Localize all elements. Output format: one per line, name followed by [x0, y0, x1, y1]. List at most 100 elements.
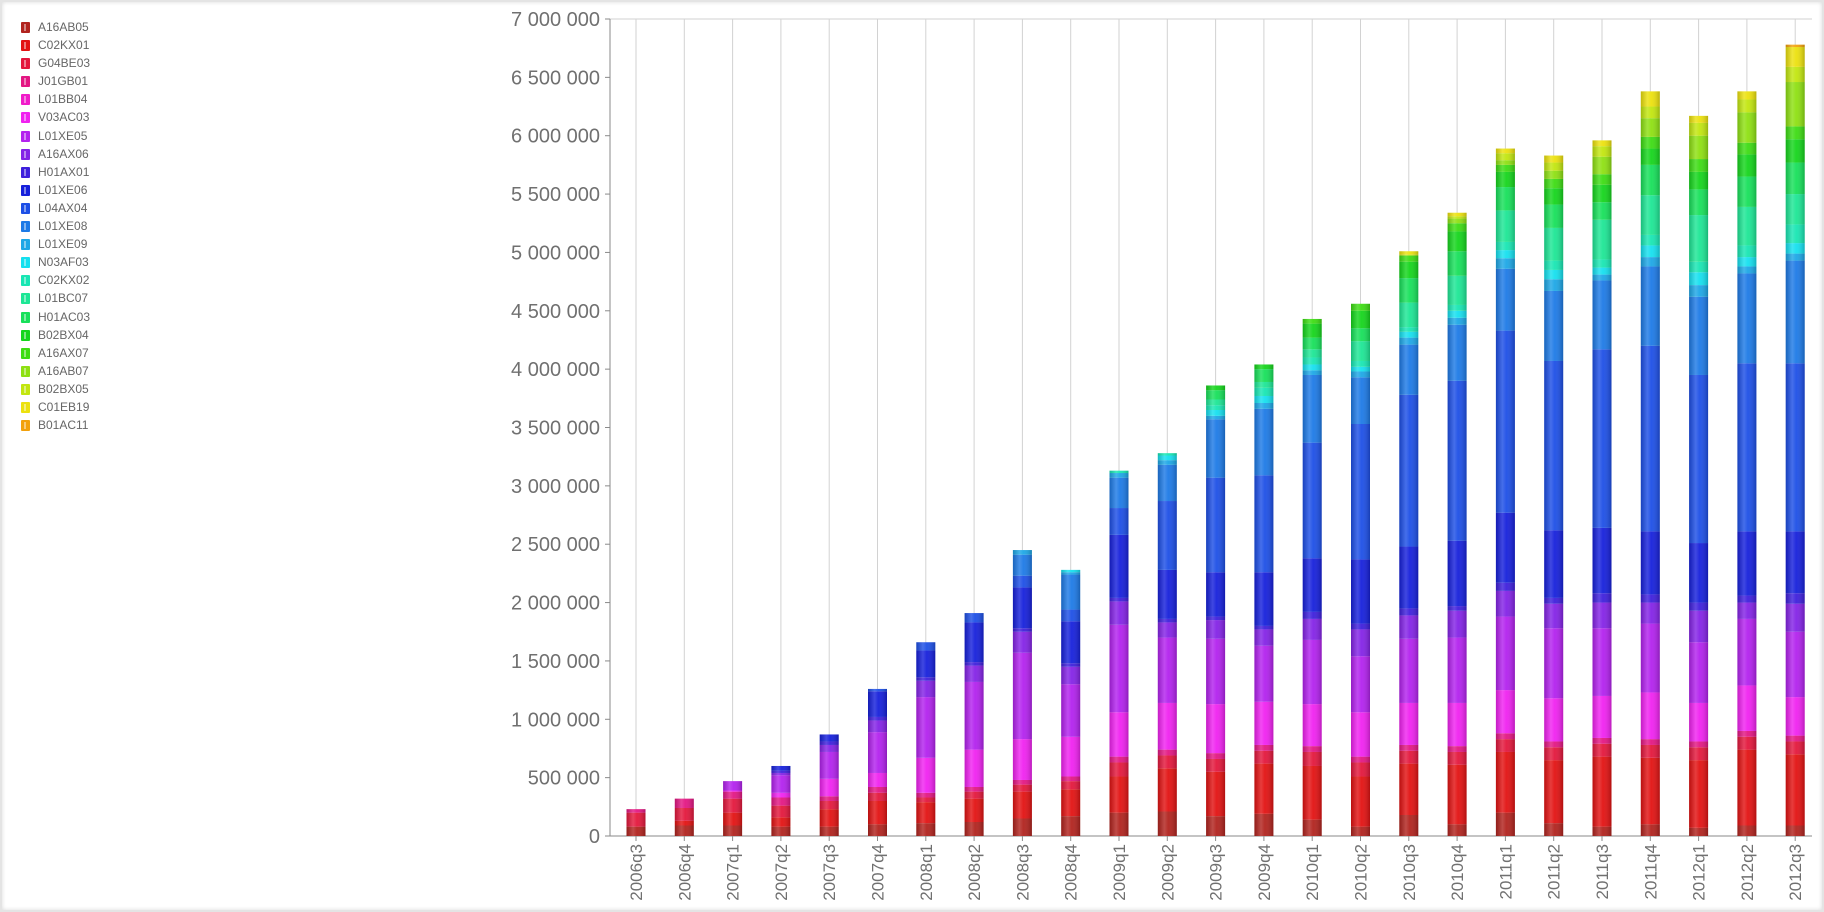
bar-shading — [1254, 364, 1274, 836]
x-tick-label: 2011q4 — [1641, 844, 1660, 899]
bar-stack-2012q2 — [1737, 91, 1757, 836]
bar-stack-2011q1 — [1495, 148, 1515, 836]
x-tick-label: 2007q3 — [820, 844, 839, 901]
legend-swatch — [21, 239, 30, 251]
x-tick-label: 2009q3 — [1207, 844, 1226, 901]
x-tick-label: 2008q1 — [917, 844, 936, 901]
legend-swatch — [21, 257, 30, 269]
x-tick-label: 2006q4 — [675, 844, 694, 901]
bar-stack-2010q4 — [1447, 212, 1467, 836]
legend-label: C02KX02 — [38, 273, 90, 288]
legend-label: H01AC03 — [38, 309, 91, 324]
bar-shading — [1351, 303, 1370, 837]
legend-swatch — [21, 293, 30, 305]
legend-swatch — [21, 112, 30, 124]
legend-swatch — [21, 311, 30, 323]
legend-label: L01XE09 — [38, 237, 88, 252]
y-tick-label: 5 500 000 — [511, 184, 600, 206]
bar-stack-2006q4 — [674, 798, 694, 836]
legend-label: C02KX01 — [38, 38, 90, 53]
legend-swatch — [21, 94, 30, 106]
bar-stack-2007q1 — [723, 781, 743, 836]
bar-shading — [1737, 91, 1757, 836]
y-tick-label: 4 500 000 — [511, 301, 600, 323]
bar-stack-2011q2 — [1544, 155, 1564, 836]
legend-label: H01AX01 — [38, 164, 90, 179]
bar-shading — [1109, 470, 1129, 836]
x-tick-label: 2008q2 — [965, 844, 984, 901]
bar-shading — [1157, 453, 1177, 836]
bar-shading — [1399, 251, 1419, 837]
bar-stack-2009q4 — [1254, 364, 1274, 836]
legend-swatch — [21, 202, 30, 214]
y-tick-label: 0 — [589, 826, 600, 848]
bar-stack-2006q3 — [626, 809, 646, 836]
legend-label: A16AB05 — [38, 20, 89, 34]
legend-swatch — [21, 148, 30, 160]
legend-swatch — [21, 383, 30, 395]
legend-swatch — [21, 76, 30, 88]
y-tick-label: 4 000 000 — [511, 359, 600, 381]
bar-stack-2008q3 — [1012, 550, 1032, 836]
legend-swatch — [21, 184, 30, 196]
y-tick-label: 500 000 — [528, 768, 600, 790]
y-tick-label: 6 000 000 — [511, 126, 600, 148]
legend-label: J01GB01 — [38, 74, 89, 89]
bar-stack-2009q3 — [1206, 385, 1226, 836]
x-tick-label: 2012q3 — [1786, 844, 1805, 901]
bar-stack-2011q3 — [1592, 140, 1612, 836]
bar-shading — [1544, 155, 1564, 836]
bar-stack-2008q1 — [916, 642, 936, 836]
bar-stack-2007q2 — [771, 765, 791, 836]
y-tick-label: 1 500 000 — [511, 651, 600, 673]
y-tick-label: 3 000 000 — [511, 476, 600, 498]
y-tick-label: 1 000 000 — [511, 709, 600, 731]
legend-swatch — [21, 221, 30, 233]
bar-shading — [1785, 44, 1805, 837]
bar-shading — [868, 688, 887, 836]
y-tick-label: 2 000 000 — [511, 593, 600, 615]
x-tick-label: 2010q3 — [1400, 844, 1419, 901]
bar-stack-2007q4 — [868, 688, 887, 836]
bar-shading — [1689, 115, 1709, 836]
y-tick-label: 5 000 000 — [511, 242, 600, 264]
y-tick-label: 6 500 000 — [511, 67, 600, 89]
x-tick-label: 2011q1 — [1496, 844, 1515, 899]
bar-stack-2007q3 — [819, 734, 839, 836]
y-axis-ticks: 0 500 000 1 000 000 1 500 000 2 000 000 2 500… — [511, 9, 610, 848]
bar-shading — [723, 781, 743, 836]
bar-shading — [1302, 318, 1322, 837]
x-tick-label: 2010q4 — [1448, 844, 1467, 901]
x-tick-label: 2006q3 — [627, 844, 646, 901]
legend-swatch — [21, 22, 30, 33]
x-tick-label: 2009q4 — [1255, 844, 1274, 901]
bars — [626, 44, 1805, 837]
x-tick-label: 2011q2 — [1545, 844, 1564, 899]
y-tick-label: 3 500 000 — [511, 418, 600, 440]
legend-swatch — [21, 275, 30, 287]
bar-shading — [1640, 91, 1660, 836]
x-tick-label: 2011q3 — [1593, 844, 1612, 899]
legend-label: L01XE05 — [38, 128, 88, 143]
legend-swatch — [21, 347, 30, 359]
bar-stack-2009q1 — [1109, 470, 1129, 836]
legend-swatch — [21, 420, 30, 432]
legend-label: C01EB19 — [38, 399, 90, 414]
x-tick-label: 2008q4 — [1062, 844, 1081, 901]
legend-label: B02BX05 — [38, 381, 89, 396]
legend-swatch — [21, 365, 30, 377]
legend-label: L01XE08 — [38, 219, 88, 234]
x-tick-label: 2007q4 — [869, 844, 888, 901]
legend-label: B01AC11 — [38, 418, 89, 433]
x-axis-labels: 2006q3 2006q4 2007q1 2007q2 2007q3 2007q4 2008… — [627, 836, 1805, 901]
legend-label: L01BC07 — [38, 291, 89, 306]
x-tick-label: 2007q1 — [724, 844, 743, 901]
legend-label: L01XE06 — [38, 182, 88, 197]
legend-label: A16AX07 — [38, 345, 89, 360]
y-tick-label: 7 000 000 — [511, 9, 600, 31]
legend-label: A16AB07 — [38, 363, 89, 378]
x-tick-label: 2012q1 — [1690, 844, 1709, 901]
legend-label: G04BE03 — [38, 56, 91, 71]
legend-label: L01BB04 — [38, 92, 88, 107]
